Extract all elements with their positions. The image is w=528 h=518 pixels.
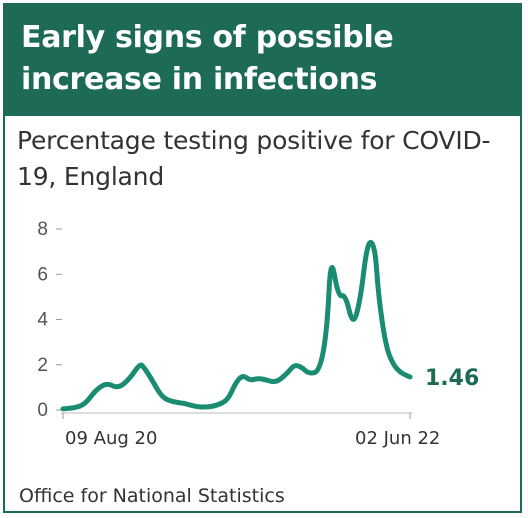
y-tick-label: 8: [37, 219, 48, 240]
x-tick-label: 09 Aug 20: [65, 428, 157, 449]
line-chart: 0 2 4 6 8 09 Aug 20 02 Jun 22 1.46: [37, 219, 479, 449]
x-tick-label: 02 Jun 22: [355, 428, 440, 449]
chart-subtitle: Percentage testing positive for COVID-19…: [17, 126, 491, 191]
source-note: Office for National Statistics: [19, 485, 285, 507]
chart-card: Early signs of possible increase in infe…: [3, 3, 522, 513]
y-tick-label: 6: [37, 264, 48, 285]
header-banner: Early signs of possible increase in infe…: [5, 5, 520, 116]
y-tick-label: 0: [37, 400, 48, 421]
series-line: [60, 240, 413, 412]
y-tick-label: 2: [37, 355, 48, 376]
page-title: Early signs of possible increase in infe…: [21, 20, 394, 97]
y-tick-label: 4: [37, 310, 48, 331]
end-value-label: 1.46: [425, 366, 479, 391]
